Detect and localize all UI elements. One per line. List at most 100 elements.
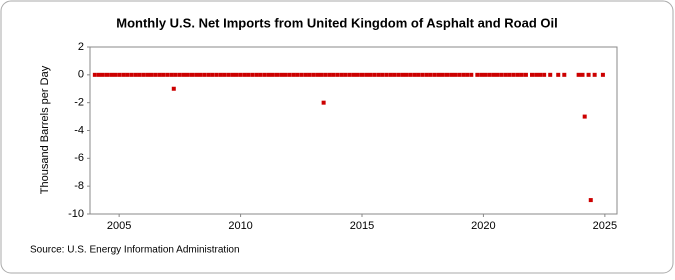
x-tick-label: 2015 <box>350 220 374 232</box>
point <box>412 72 417 77</box>
point <box>562 72 567 77</box>
point <box>129 72 134 77</box>
point <box>279 72 284 77</box>
point <box>469 72 474 77</box>
point <box>262 72 267 77</box>
point <box>432 72 437 77</box>
point <box>461 72 466 77</box>
point <box>335 72 340 77</box>
point <box>169 72 174 77</box>
point <box>149 72 154 77</box>
chart-title: Monthly U.S. Net Imports from United Kin… <box>116 15 558 30</box>
point <box>538 72 543 77</box>
point <box>355 72 360 77</box>
point <box>283 72 288 77</box>
point <box>351 72 356 77</box>
point <box>360 72 364 77</box>
point <box>242 72 247 77</box>
point <box>100 72 105 77</box>
source-note: Source: U.S. Energy Information Administ… <box>30 245 240 256</box>
point <box>258 72 263 77</box>
point <box>303 72 308 77</box>
point <box>495 72 500 77</box>
point <box>588 198 593 203</box>
x-tick-label: 2010 <box>228 220 252 232</box>
chart-frame <box>0 0 674 274</box>
point <box>238 72 243 77</box>
y-tick-label: 0 <box>78 69 84 81</box>
point <box>161 72 166 77</box>
point <box>380 72 385 77</box>
point <box>368 72 373 77</box>
point <box>347 72 352 77</box>
point <box>194 72 199 77</box>
point <box>121 72 126 77</box>
point <box>181 72 186 77</box>
point <box>388 72 393 77</box>
point <box>319 72 324 77</box>
point <box>311 72 316 77</box>
point <box>424 72 429 77</box>
point <box>177 72 182 77</box>
x-tick-label: 2025 <box>593 220 617 232</box>
point <box>408 72 413 77</box>
point <box>287 72 292 77</box>
point <box>92 72 97 77</box>
point <box>145 72 150 77</box>
point <box>428 72 433 77</box>
y-tick-label: -8 <box>74 180 84 192</box>
point <box>331 72 336 77</box>
point <box>523 72 528 77</box>
y-axis-label: Thousand Barrels per Day <box>39 65 51 194</box>
point <box>600 72 605 77</box>
point <box>105 72 109 77</box>
y-tick-label: 2 <box>78 41 84 53</box>
point <box>117 72 122 77</box>
point <box>519 72 524 77</box>
point <box>190 72 194 77</box>
point <box>586 72 591 77</box>
point <box>153 72 158 77</box>
point <box>436 72 441 77</box>
point <box>580 72 585 77</box>
point <box>295 72 300 77</box>
point <box>453 72 458 77</box>
y-tick-label: -10 <box>68 208 84 220</box>
point <box>479 72 484 77</box>
point <box>339 72 344 77</box>
point <box>440 72 445 77</box>
point <box>266 72 271 77</box>
point <box>548 72 553 77</box>
point <box>165 72 170 77</box>
point <box>400 72 405 77</box>
point <box>392 72 397 77</box>
point <box>343 72 348 77</box>
point <box>254 72 259 77</box>
point <box>109 72 114 77</box>
point <box>250 72 255 77</box>
point <box>503 72 508 77</box>
point <box>507 72 512 77</box>
point <box>210 72 215 77</box>
point <box>137 72 142 77</box>
point <box>96 72 101 77</box>
point <box>202 72 207 77</box>
point <box>198 72 203 77</box>
point <box>384 72 389 77</box>
point <box>226 72 231 77</box>
point <box>206 72 211 77</box>
point <box>372 72 377 77</box>
point <box>582 114 587 119</box>
point <box>315 72 320 77</box>
point <box>321 100 326 105</box>
point <box>113 72 118 77</box>
point <box>246 72 251 77</box>
point <box>171 86 176 91</box>
point <box>534 72 539 77</box>
point <box>299 72 304 77</box>
point <box>323 72 328 77</box>
point <box>556 72 561 77</box>
point <box>475 72 480 77</box>
point <box>173 72 178 77</box>
